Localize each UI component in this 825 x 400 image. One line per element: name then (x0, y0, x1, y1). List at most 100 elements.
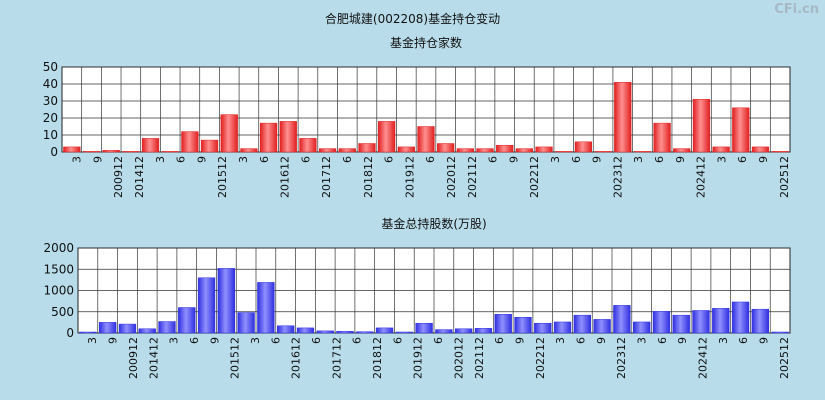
x-tick-label: 3 (632, 156, 645, 163)
bar (358, 143, 376, 153)
bar (435, 329, 453, 334)
x-tick-label: 6 (175, 156, 188, 163)
x-tick-label: 9 (107, 337, 120, 344)
bar (299, 138, 317, 153)
x-tick-label: 6 (487, 156, 500, 163)
bar (633, 151, 652, 153)
bar (692, 310, 710, 334)
bar (455, 328, 473, 334)
bar (672, 314, 690, 334)
bar (338, 148, 356, 153)
bar (771, 331, 789, 334)
x-tick-label: 6 (432, 337, 445, 344)
bar (415, 322, 433, 334)
bar (514, 317, 532, 334)
x-tick-label: 202212 (528, 156, 541, 198)
bar (277, 325, 295, 334)
x-tick-label: 9 (676, 337, 689, 344)
bar (197, 277, 216, 334)
bar (771, 151, 789, 153)
bar (712, 308, 730, 334)
bar (751, 308, 769, 334)
bar (397, 146, 415, 153)
bar (118, 323, 137, 334)
bar (122, 151, 140, 153)
x-tick-label: 6 (351, 337, 364, 344)
x-tick-label: 6 (570, 156, 583, 163)
x-tick-label: 6 (391, 337, 404, 344)
x-tick-label: 6 (383, 156, 396, 163)
x-tick-label: 201512 (229, 337, 242, 379)
bar (437, 143, 455, 153)
bar (653, 122, 671, 153)
x-tick-label: 202512 (778, 156, 791, 198)
x-tick-label: 3 (71, 156, 84, 163)
bar (82, 151, 101, 153)
bar (200, 139, 219, 153)
x-tick-label: 9 (507, 156, 520, 163)
x-tick-label: 3 (86, 337, 99, 344)
x-tick-label: 201412 (147, 337, 160, 379)
bar (573, 314, 591, 334)
x-tick-label: 201812 (371, 337, 384, 379)
bar (535, 146, 553, 153)
x-tick-label: 6 (737, 337, 750, 344)
x-tick-label: 3 (554, 337, 567, 344)
x-tick-label: 9 (195, 156, 208, 163)
bar (395, 331, 413, 334)
x-tick-label: 6 (310, 337, 323, 344)
x-tick-label: 3 (635, 337, 648, 344)
bar (417, 126, 435, 153)
x-tick-label: 6 (258, 156, 271, 163)
x-tick-label: 6 (424, 156, 437, 163)
bar (494, 314, 512, 334)
x-tick-label: 200912 (112, 156, 125, 198)
x-tick-label: 9 (674, 156, 687, 163)
y-tick-label: 40 (43, 77, 58, 91)
x-tick-label: 202512 (778, 337, 791, 379)
y-tick-label: 0 (50, 145, 58, 159)
bar (474, 328, 493, 334)
bar (296, 327, 315, 334)
x-tick-label: 6 (299, 156, 312, 163)
x-tick-label: 9 (595, 337, 608, 344)
bar (319, 148, 337, 153)
bar (692, 99, 711, 153)
x-tick-label: 201412 (133, 156, 146, 198)
x-tick-label: 3 (168, 337, 181, 344)
x-tick-label: 6 (493, 337, 506, 344)
x-tick-label: 202212 (534, 337, 547, 379)
x-tick-label: 3 (715, 156, 728, 163)
y-tick-label: 50 (43, 60, 58, 74)
x-tick-label: 6 (574, 337, 587, 344)
bar (553, 321, 572, 334)
bar (633, 321, 651, 334)
x-tick-label: 3 (549, 156, 562, 163)
x-tick-label: 6 (341, 156, 354, 163)
x-tick-label: 202112 (466, 156, 479, 198)
bar (614, 82, 632, 153)
bar (515, 148, 533, 153)
bar (476, 148, 494, 153)
y-tick-label: 20 (43, 111, 58, 125)
x-tick-label: 201712 (320, 156, 333, 198)
bar (217, 268, 235, 334)
x-tick-label: 201812 (362, 156, 375, 198)
bar (220, 114, 238, 153)
bar (259, 122, 278, 153)
y-tick-label: 0 (66, 326, 74, 340)
x-tick-label: 9 (758, 337, 771, 344)
bar (161, 151, 179, 153)
bar (555, 151, 573, 153)
bar (257, 282, 275, 334)
x-tick-label: 6 (736, 156, 749, 163)
bar (732, 107, 750, 153)
bar (574, 141, 593, 153)
bar (356, 331, 374, 334)
bar (102, 150, 120, 153)
bar (237, 312, 255, 334)
bar (99, 322, 117, 334)
chart-title-2: 基金总持股数(万股) (381, 216, 486, 231)
bar (178, 307, 196, 334)
bar (613, 305, 631, 334)
